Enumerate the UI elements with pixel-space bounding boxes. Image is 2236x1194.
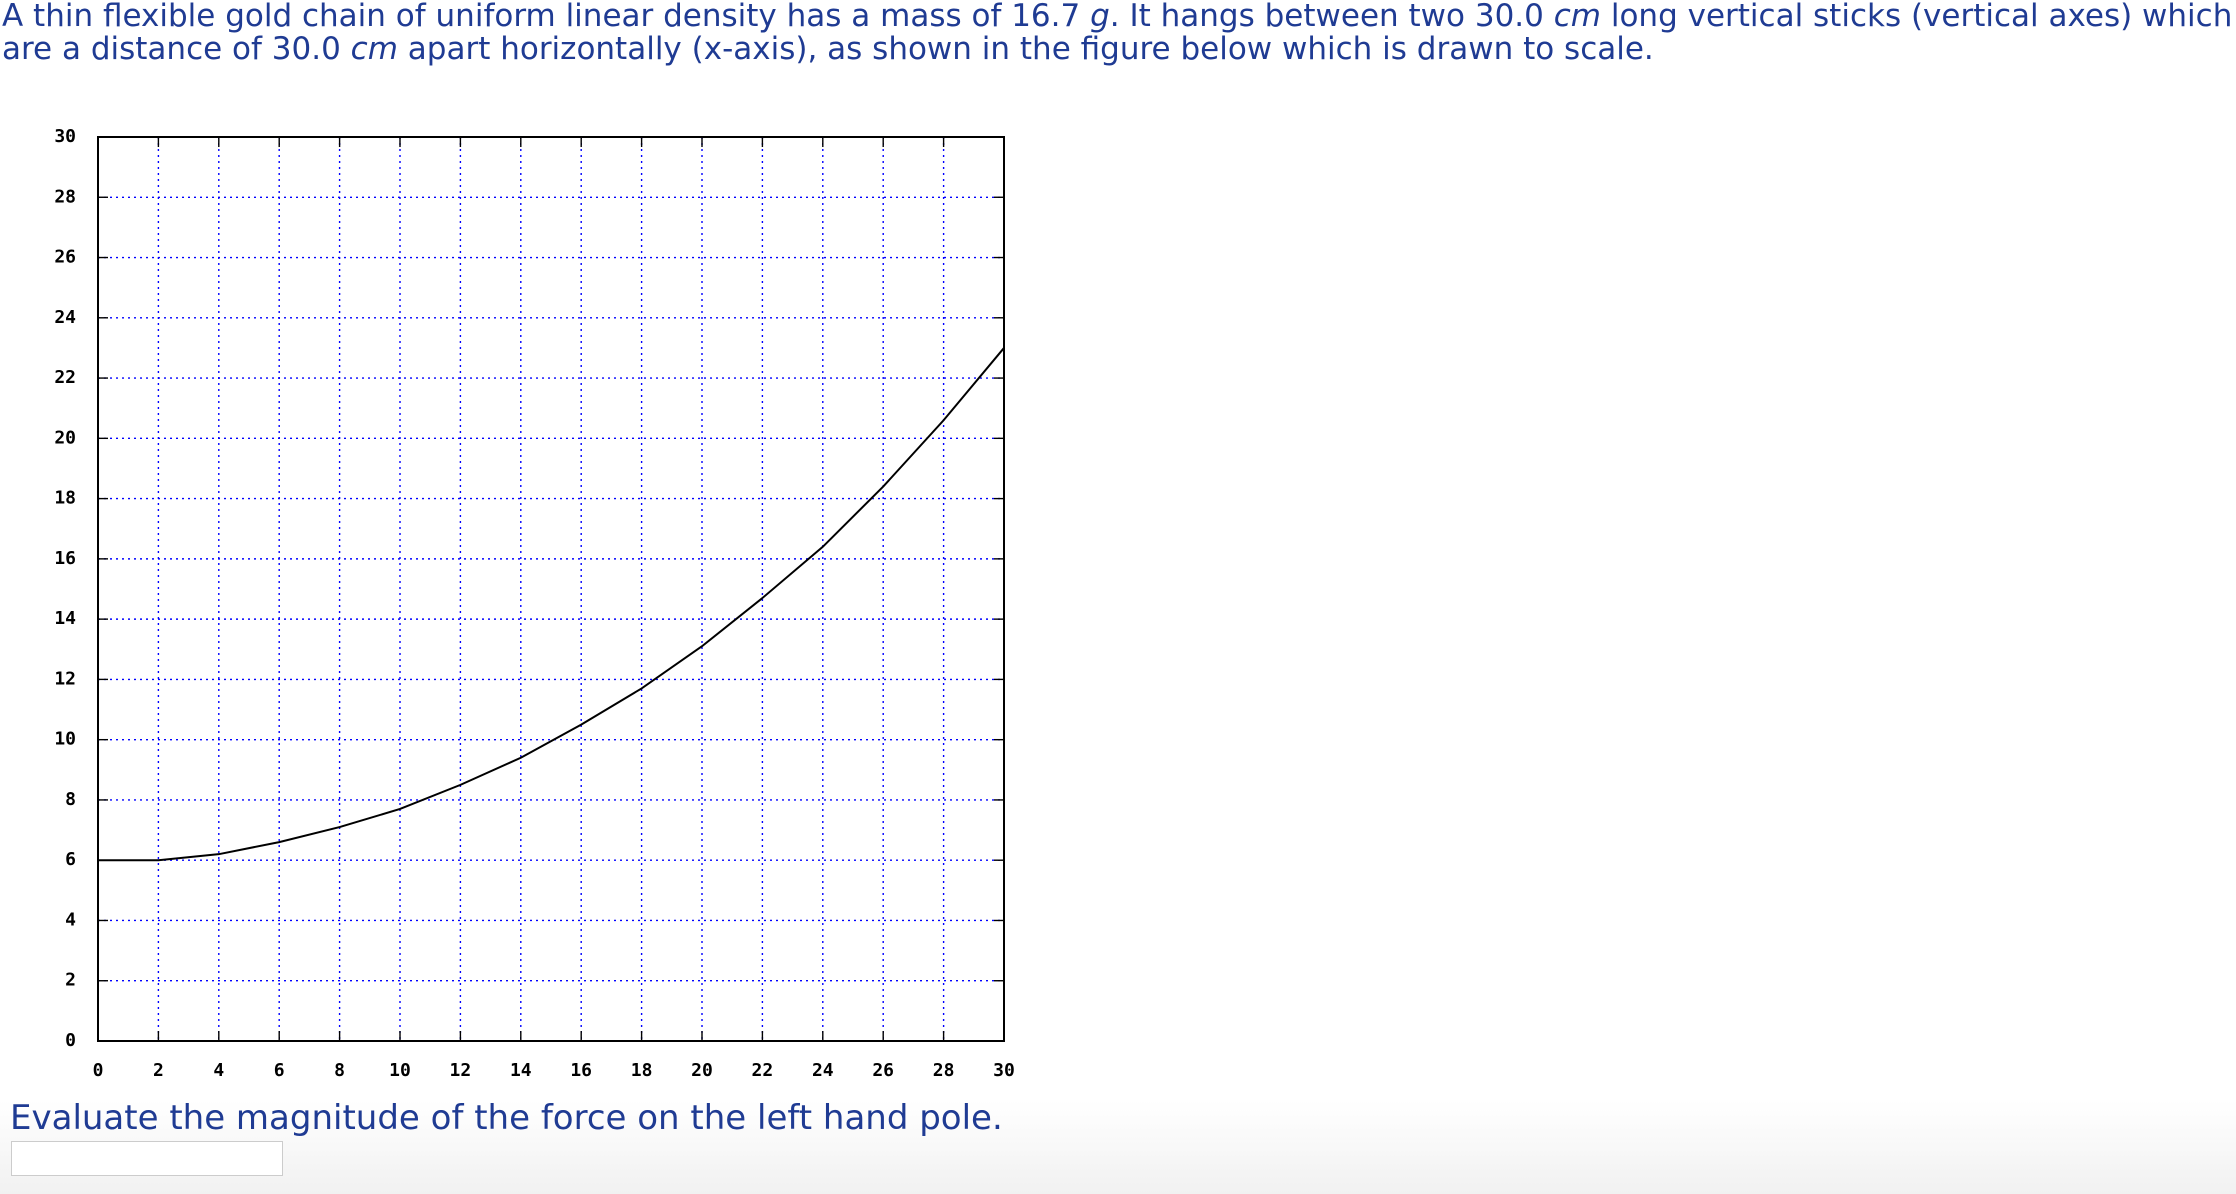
- y-tick-label: 6: [65, 849, 76, 870]
- x-tick-label: 6: [274, 1060, 285, 1081]
- y-tick-label: 16: [54, 548, 76, 569]
- chart: 0 2 4 6 8 10 12 14 16 18 20 22 24 26 28 300246810121416…: [54, 126, 1015, 1081]
- x-tick-label: 8: [334, 1060, 345, 1081]
- text-run: A thin flexible gold chain of uniform li…: [2, 0, 1091, 34]
- y-tick-label: 26: [54, 247, 76, 268]
- y-tick-label: 20: [54, 427, 76, 448]
- x-tick-label: 28: [933, 1060, 955, 1081]
- x-tick-label: 2: [153, 1060, 164, 1081]
- x-tick-label: 0: [93, 1060, 104, 1081]
- problem-text: A thin flexible gold chain of uniform li…: [2, 0, 2234, 66]
- text-run: long vertical sticks (vertical axes) whi…: [2, 0, 2233, 67]
- question-text: Evaluate the magnitude of the force on t…: [10, 1098, 1003, 1138]
- x-tick-label: 12: [450, 1060, 472, 1081]
- y-tick-label: 28: [54, 186, 76, 207]
- unit: cm: [1553, 0, 1601, 34]
- text-run: . It hangs between two 30.0: [1109, 0, 1554, 34]
- y-tick-label: 30: [54, 126, 76, 147]
- y-tick-label: 22: [54, 367, 76, 388]
- x-tick-label: 30: [993, 1060, 1015, 1081]
- y-tick-label: 2: [65, 970, 76, 991]
- y-tick-label: 10: [54, 729, 76, 750]
- unit: cm: [350, 31, 398, 67]
- x-tick-label: 14: [510, 1060, 532, 1081]
- unit: g: [1090, 0, 1110, 34]
- x-tick-label: 20: [691, 1060, 713, 1081]
- x-tick-label: 4: [213, 1060, 224, 1081]
- y-tick-label: 12: [54, 668, 76, 689]
- x-tick-label: 18: [631, 1060, 653, 1081]
- y-tick-label: 14: [54, 608, 76, 629]
- x-tick-label: 22: [752, 1060, 774, 1081]
- text-run: apart horizontally (x-axis), as shown in…: [397, 31, 1654, 67]
- plot-frame: [97, 136, 1005, 1042]
- answer-input[interactable]: [11, 1141, 283, 1176]
- y-tick-label: 18: [54, 488, 76, 509]
- x-tick-label: 24: [812, 1060, 834, 1081]
- chain-curve: [98, 347, 1005, 862]
- y-tick-label: 0: [65, 1030, 76, 1051]
- x-tick-label: 16: [570, 1060, 592, 1081]
- y-tick-label: 24: [54, 307, 76, 328]
- x-tick-label: 10: [389, 1060, 411, 1081]
- y-tick-label: 8: [65, 789, 76, 810]
- x-tick-label: 26: [872, 1060, 894, 1081]
- y-tick-label: 4: [65, 909, 76, 930]
